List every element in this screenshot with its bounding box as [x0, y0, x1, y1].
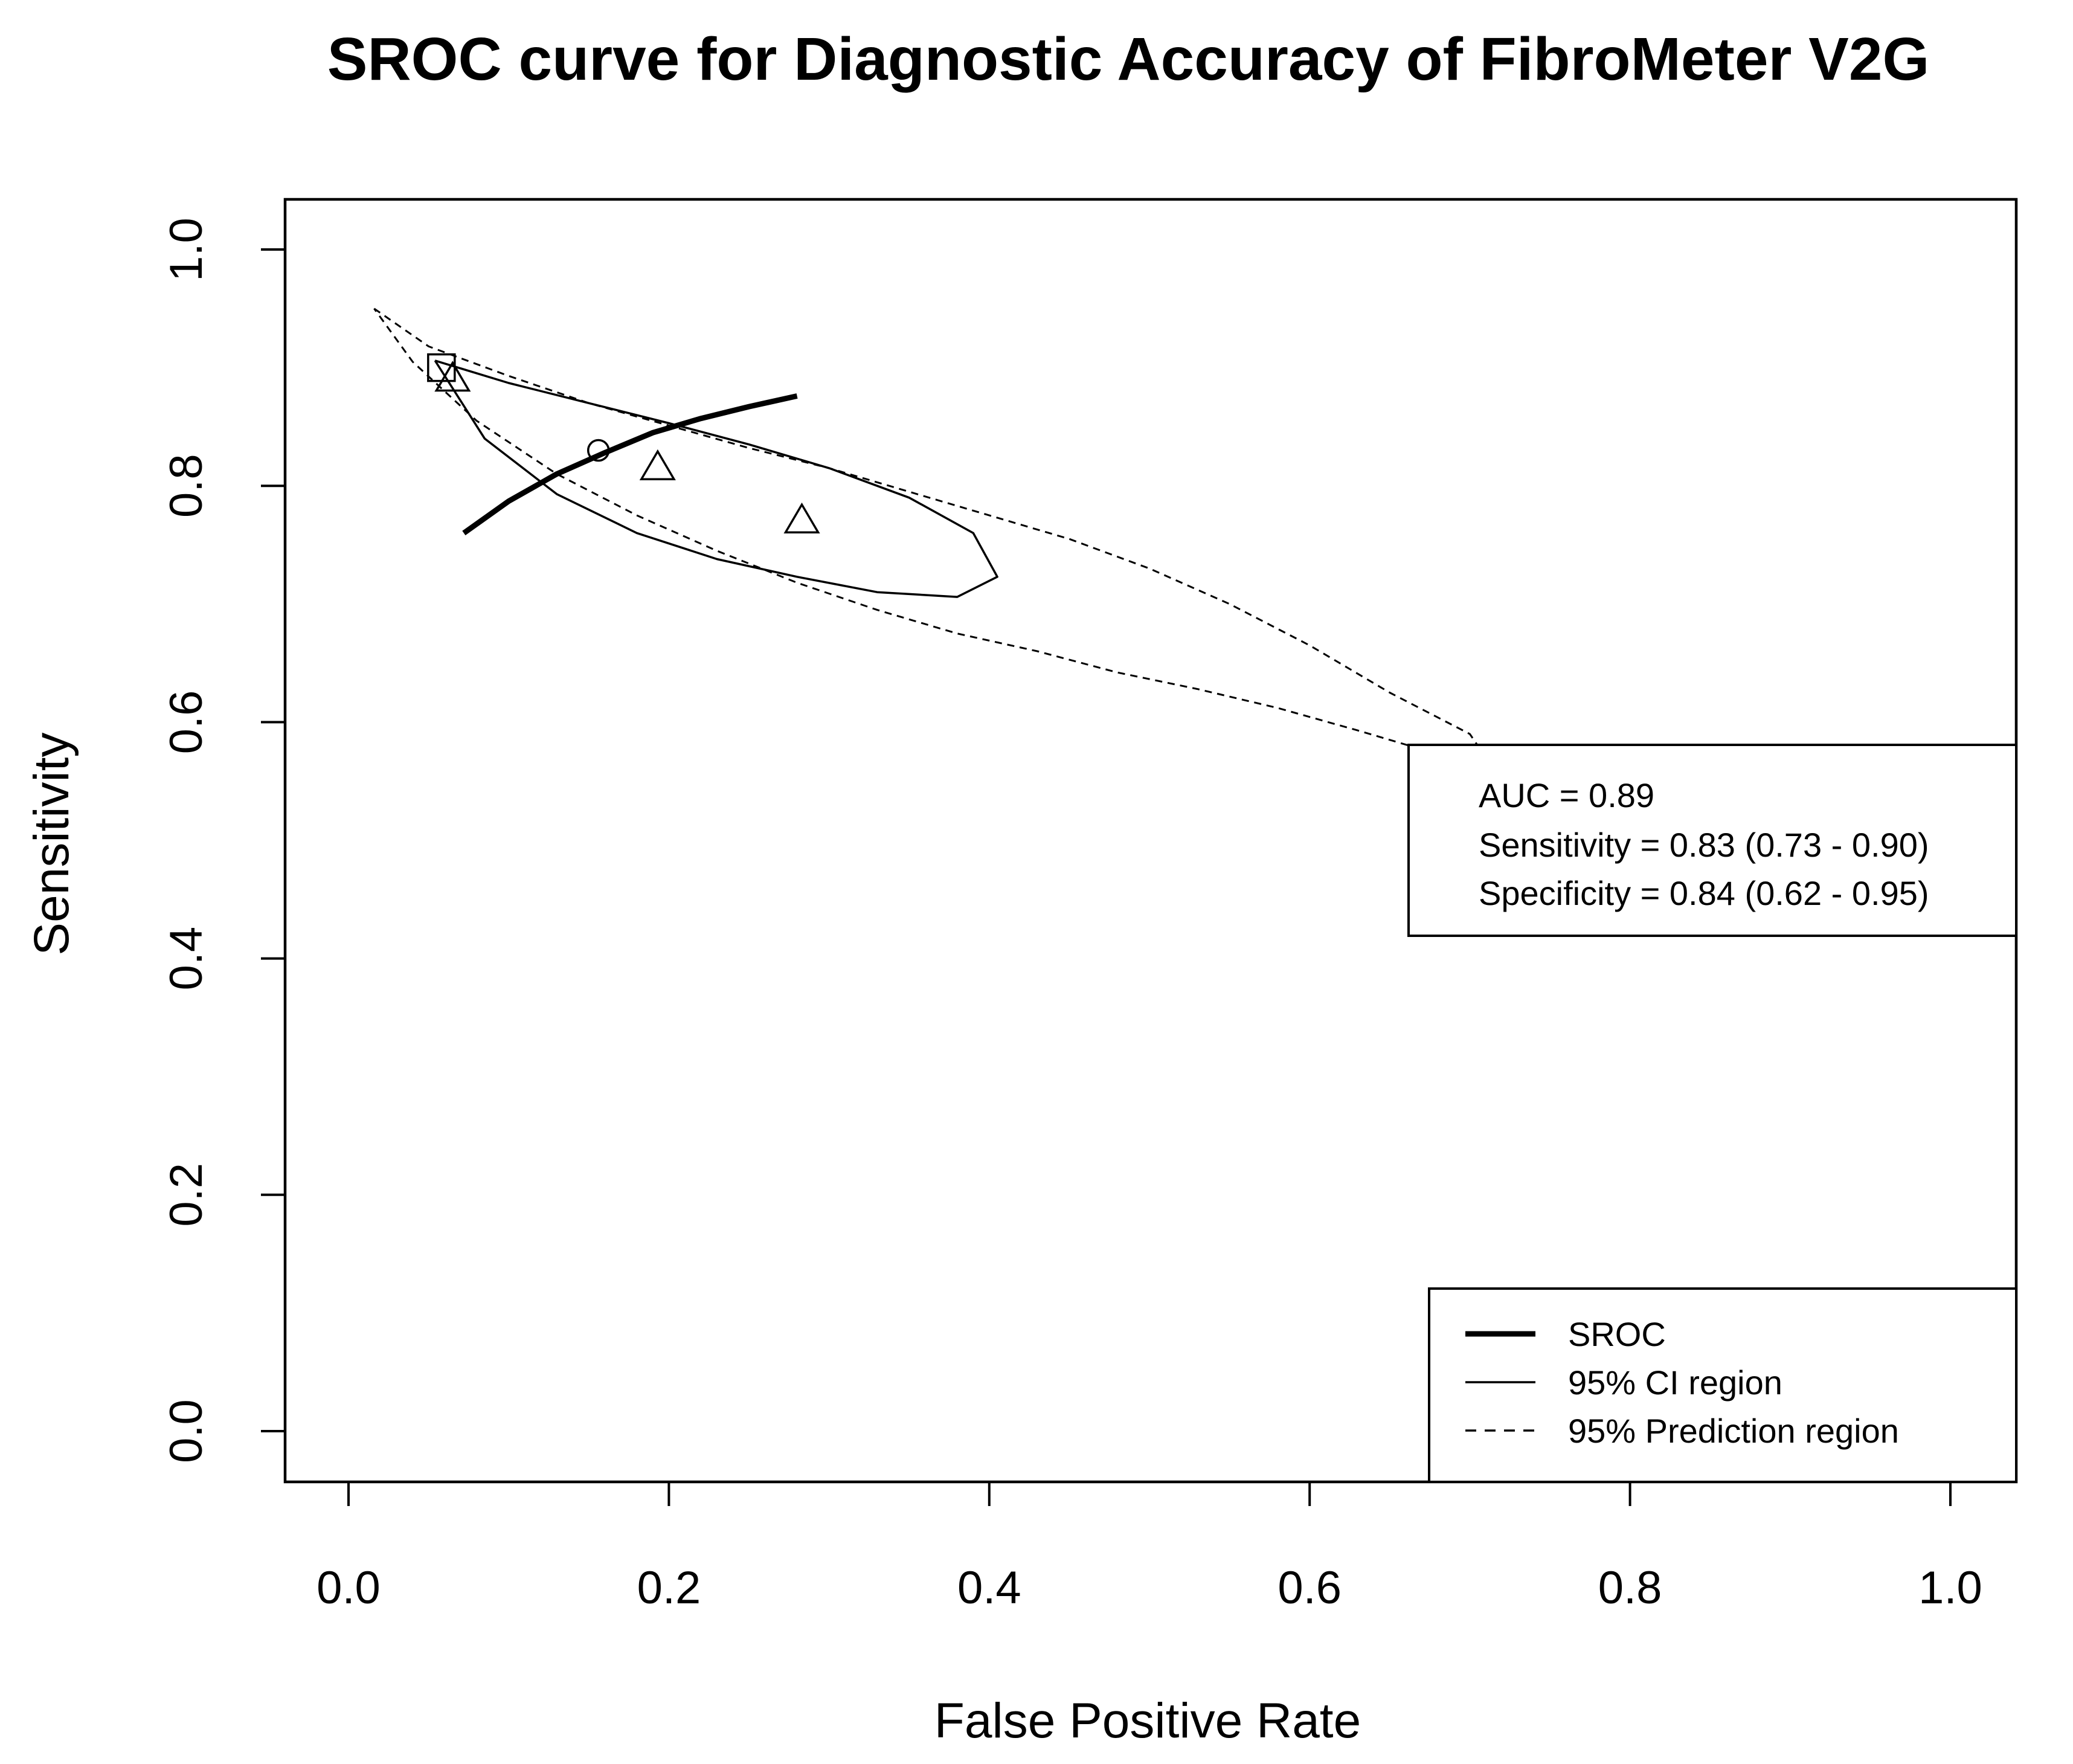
stats-box: AUC = 0.89 Sensitivity = 0.83 (0.73 - 0.…	[1407, 744, 2017, 937]
y-axis-label: Sensitivity	[24, 732, 79, 955]
y-tick-label: 0.0	[161, 1399, 212, 1463]
legend-sroc-label: SROC	[1568, 1315, 1666, 1353]
study-triangle-marker	[639, 449, 676, 481]
y-axis: 0.0 0.2 0.4 0.6 0.8 1.0	[161, 217, 285, 1463]
y-tick-label: 0.8	[161, 454, 212, 518]
sroc-curve-line	[462, 393, 798, 536]
x-tick-label: 0.2	[637, 1562, 701, 1614]
stats-box-frame	[1407, 744, 2017, 937]
chart-title: SROC curve for Diagnostic Accuracy of Fi…	[327, 25, 1930, 93]
x-tick-label: 0.0	[317, 1562, 381, 1614]
x-axis: 0.0 0.2 0.4 0.6 0.8 1.0	[317, 1482, 1982, 1614]
stats-specificity: Specificity = 0.84 (0.62 - 0.95)	[1479, 874, 1929, 912]
x-tick-label: 1.0	[1918, 1562, 1982, 1614]
confidence-region-line	[434, 359, 998, 598]
y-tick-label: 0.6	[161, 690, 212, 755]
y-tick-label: 0.2	[161, 1163, 212, 1227]
study-triangle-marker	[783, 502, 820, 534]
legend-frame	[1428, 1287, 2017, 1483]
x-axis-label: False Positive Rate	[934, 1693, 1361, 1748]
y-tick-label: 0.4	[161, 927, 212, 991]
legend: SROC 95% CI region 95% Prediction region	[1428, 1287, 2017, 1483]
x-tick-label: 0.4	[957, 1562, 1021, 1614]
x-tick-label: 0.8	[1598, 1562, 1662, 1614]
study-triangle-marker	[434, 361, 471, 392]
legend-ci-label: 95% CI region	[1568, 1363, 1782, 1402]
stats-auc: AUC = 0.89	[1479, 776, 1654, 814]
y-tick-label: 1.0	[161, 217, 212, 282]
x-tick-label: 0.6	[1278, 1562, 1342, 1614]
summary-point-marker	[587, 439, 610, 462]
legend-prediction-label: 95% Prediction region	[1568, 1412, 1899, 1450]
stats-sensitivity: Sensitivity = 0.83 (0.73 - 0.90)	[1479, 826, 1929, 864]
